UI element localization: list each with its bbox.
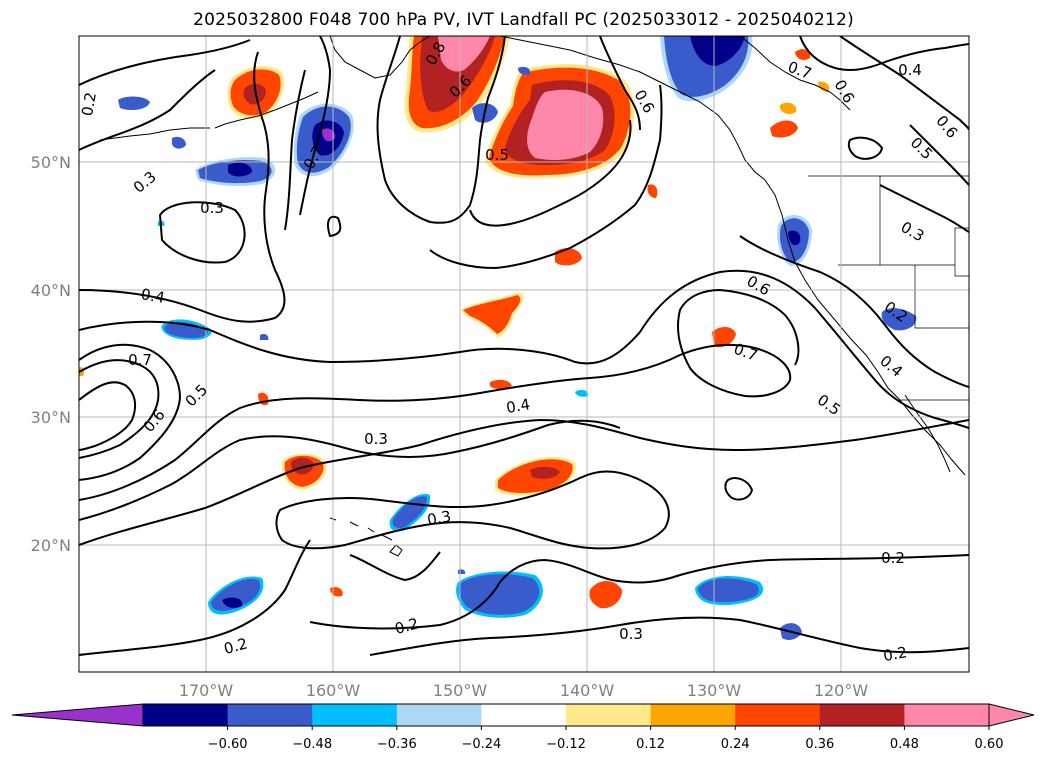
colorbar-cell	[143, 704, 229, 726]
lat-label: 20°N	[31, 536, 71, 555]
lat-label: 30°N	[31, 408, 71, 427]
colorbar-cell	[566, 704, 652, 726]
colorbar-tick-label: −0.36	[377, 737, 417, 752]
contour-label: 0.2	[882, 643, 909, 665]
contour-label: 0.7	[128, 351, 152, 369]
contour-label: 0.3	[364, 430, 388, 448]
contour-label: 0.2	[78, 91, 100, 118]
colorbar-extend-high	[988, 703, 1035, 727]
colorbar: −0.60 −0.48 −0.36 −0.24 −0.12 0.12 0.24 0.36 0.4…	[11, 703, 1035, 752]
colorbar-cell	[819, 704, 905, 726]
colorbar-tick-label: −0.24	[461, 737, 501, 752]
longitude-labels: 170°W 160°W 150°W 140°W 130°W 120°W	[179, 681, 869, 700]
colorbar-tick-label: 0.12	[636, 737, 665, 752]
contour-label: 0.3	[200, 199, 224, 217]
colorbar-tick-label: 0.36	[805, 737, 834, 752]
contour-label: 0.4	[140, 285, 167, 307]
contour-label: 0.3	[426, 507, 453, 529]
lat-label: 40°N	[31, 281, 71, 300]
negative-anomaly-shading	[118, 36, 917, 640]
lon-label: 140°W	[560, 681, 615, 700]
coastlines	[99, 36, 966, 557]
contour-label: 0.5	[485, 146, 509, 164]
political-borders	[808, 175, 969, 401]
ivt-contours	[79, 36, 969, 656]
contour-label: 0.4	[505, 395, 532, 417]
colorbar-tick-label: −0.12	[546, 737, 586, 752]
contour-label: 0.4	[898, 61, 922, 79]
lon-label: 170°W	[179, 681, 234, 700]
lat-label: 50°N	[31, 153, 71, 172]
positive-anomaly-shading	[79, 36, 830, 609]
map-title: 2025032800 F048 700 hPa PV, IVT Landfall…	[193, 10, 854, 30]
colorbar-cell	[396, 704, 482, 726]
colorbar-cell	[227, 704, 313, 726]
contour-label: 0.2	[393, 614, 421, 638]
colorbar-tick-label: −0.48	[292, 737, 332, 752]
colorbar-tick-label: −0.60	[208, 737, 248, 752]
colorbar-cell	[904, 704, 990, 726]
lon-label: 120°W	[814, 681, 869, 700]
colorbar-tick-label: 0.60	[975, 737, 1004, 752]
lon-label: 130°W	[687, 681, 742, 700]
contour-label: 0.2	[222, 634, 250, 658]
colorbar-tick-label: 0.24	[721, 737, 750, 752]
contour-label: 0.2	[881, 549, 905, 567]
lon-label: 160°W	[306, 681, 361, 700]
colorbar-extend-low	[11, 703, 144, 727]
colorbar-cell	[735, 704, 821, 726]
contour-label: 0.3	[619, 625, 643, 643]
latitude-labels: 50°N 40°N 30°N 20°N	[31, 153, 71, 555]
colorbar-cell	[481, 704, 567, 726]
colorbar-tick-label: 0.48	[890, 737, 919, 752]
colorbar-cell	[312, 704, 398, 726]
colorbar-cell	[650, 704, 736, 726]
lon-label: 150°W	[433, 681, 488, 700]
